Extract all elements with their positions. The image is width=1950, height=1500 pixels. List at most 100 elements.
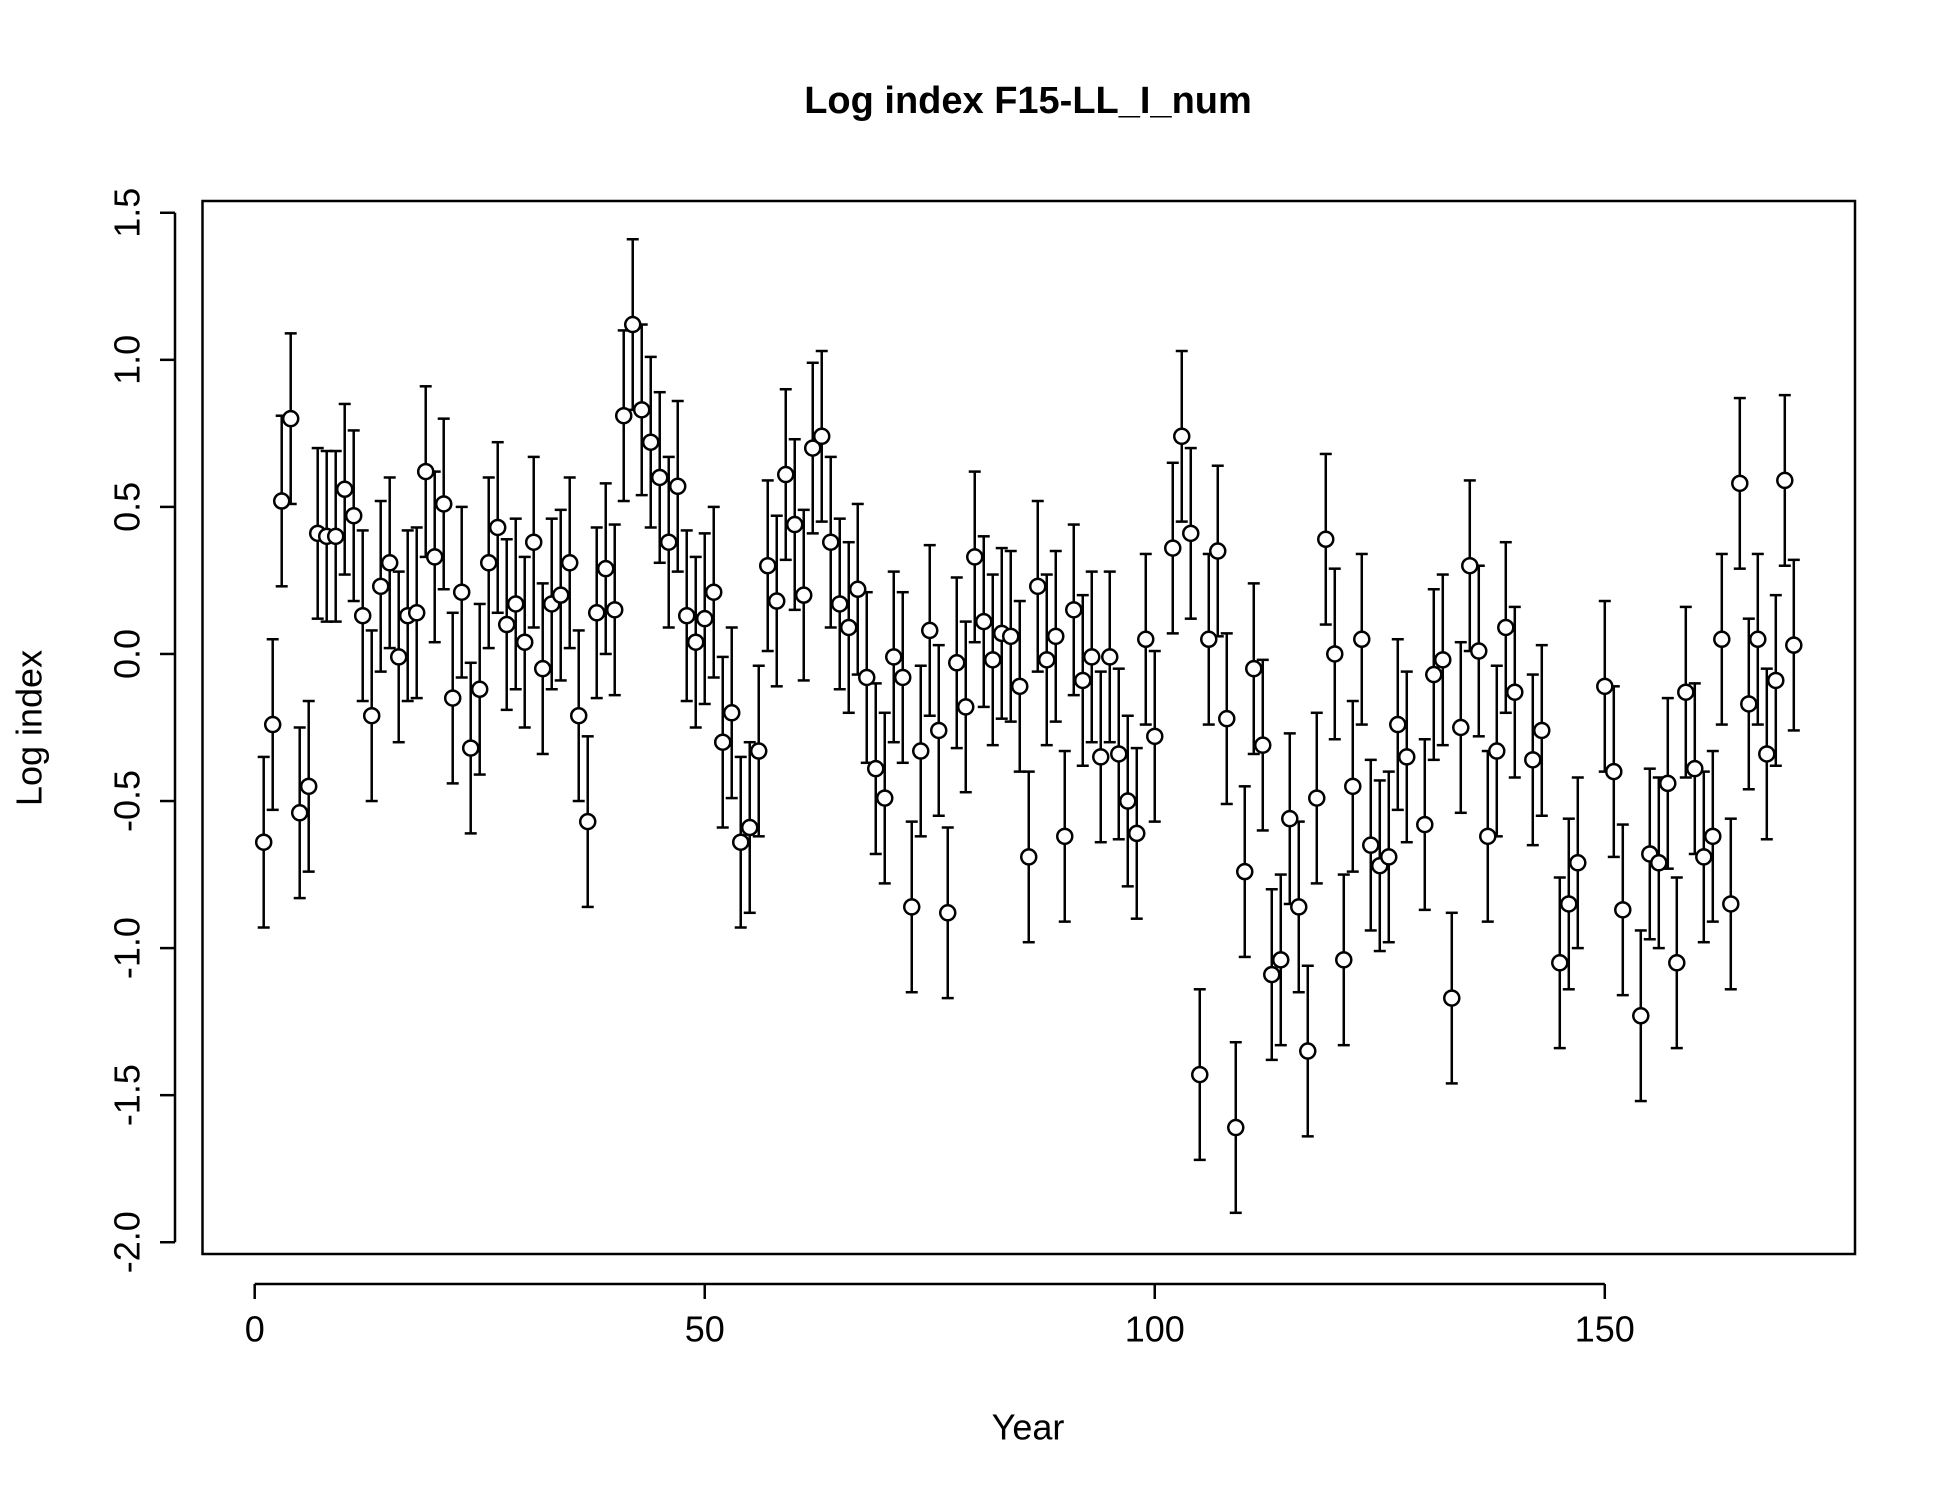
point	[686, 633, 705, 651]
point	[668, 477, 687, 496]
point	[1389, 715, 1407, 734]
point	[434, 495, 453, 513]
point	[1263, 965, 1281, 984]
point	[353, 606, 372, 625]
point	[884, 648, 903, 666]
point	[965, 548, 984, 566]
point	[659, 533, 678, 551]
point	[1650, 854, 1668, 872]
y-tick-label: 1.5	[107, 188, 148, 238]
point	[1083, 648, 1101, 666]
point	[1740, 695, 1758, 713]
point	[749, 742, 768, 760]
point	[1416, 815, 1434, 834]
point	[587, 604, 606, 622]
point	[605, 601, 624, 619]
y-axis-title: Log index	[9, 650, 50, 806]
point	[677, 606, 696, 625]
point	[506, 595, 525, 613]
point	[821, 533, 840, 551]
point	[380, 554, 399, 572]
point	[1209, 542, 1227, 560]
point	[1218, 709, 1236, 728]
point	[1038, 651, 1056, 669]
point	[1443, 989, 1461, 1007]
point	[623, 315, 642, 334]
point	[1245, 659, 1263, 678]
point	[1380, 848, 1398, 866]
point	[731, 833, 750, 851]
point	[1506, 683, 1524, 701]
point	[425, 548, 444, 566]
point	[695, 609, 714, 628]
point	[479, 554, 498, 572]
point	[1362, 836, 1380, 854]
x-tick-label: 0	[245, 1309, 265, 1350]
point	[1488, 742, 1506, 760]
point	[1299, 1042, 1317, 1060]
point	[704, 583, 723, 601]
point	[830, 595, 849, 613]
point	[1686, 759, 1704, 778]
point	[1164, 539, 1182, 557]
x-axis-title: Year	[992, 1407, 1065, 1448]
point	[1128, 824, 1146, 843]
point	[326, 527, 345, 546]
point	[1731, 474, 1749, 493]
point	[1146, 727, 1164, 746]
point	[713, 733, 732, 751]
point	[1632, 1007, 1650, 1025]
point	[1677, 683, 1695, 701]
point	[614, 406, 633, 425]
point	[416, 462, 435, 481]
y-tick-label: 0.0	[107, 629, 148, 679]
point	[470, 680, 489, 699]
point	[785, 515, 804, 534]
point	[1308, 789, 1326, 807]
point	[1254, 736, 1272, 754]
point	[1668, 954, 1686, 972]
point	[632, 401, 651, 419]
point	[794, 586, 813, 604]
point	[911, 742, 930, 760]
point	[335, 480, 354, 499]
point	[578, 812, 597, 831]
point	[1182, 524, 1200, 543]
point	[650, 468, 669, 487]
point	[407, 604, 426, 622]
point	[641, 433, 660, 451]
point	[290, 804, 309, 822]
point	[920, 621, 939, 640]
point	[488, 518, 507, 537]
point	[1227, 1118, 1245, 1137]
point	[263, 715, 282, 734]
point	[1461, 556, 1479, 575]
point	[1704, 827, 1722, 846]
point	[1614, 901, 1632, 919]
point	[344, 506, 363, 525]
point	[551, 586, 570, 604]
point	[1001, 627, 1020, 646]
point	[299, 777, 318, 796]
point	[1497, 618, 1515, 637]
point	[1722, 895, 1740, 913]
point	[1749, 630, 1767, 649]
point	[776, 465, 795, 484]
point	[1272, 951, 1290, 969]
point	[1335, 951, 1353, 969]
point	[515, 633, 534, 651]
y-tick-label: 1.0	[107, 335, 148, 385]
point	[560, 554, 579, 572]
point	[758, 556, 777, 575]
point	[1758, 745, 1776, 763]
point	[452, 583, 471, 601]
point	[974, 612, 993, 631]
y-tick-label: -2.0	[107, 1211, 148, 1273]
point	[803, 439, 822, 457]
point	[281, 409, 300, 428]
point	[1605, 762, 1623, 781]
point	[1560, 895, 1578, 913]
point	[1713, 630, 1731, 649]
point	[1020, 848, 1038, 866]
